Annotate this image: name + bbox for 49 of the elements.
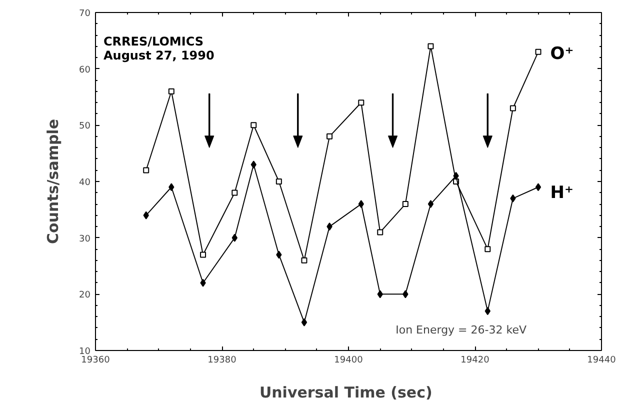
point [326, 133, 333, 140]
x-tick-label: 19360 [81, 356, 110, 366]
y-tick-label: 30 [79, 234, 91, 244]
y-tick-label: 50 [79, 122, 91, 132]
point [168, 88, 174, 94]
point [276, 250, 282, 259]
point [143, 211, 149, 220]
point [326, 222, 332, 231]
point [535, 183, 542, 192]
point [428, 43, 434, 50]
point [301, 318, 308, 326]
y-tick-label: 40 [79, 178, 91, 188]
y-tick-label: 70 [79, 9, 91, 19]
y-axis-title: Counts/sample [44, 119, 62, 244]
point [250, 160, 256, 169]
x-tick-label: 19400 [334, 356, 364, 366]
y-tick-label: 60 [79, 65, 91, 76]
point [250, 122, 257, 128]
point [453, 172, 459, 180]
legend-label: H⁺ [550, 183, 574, 204]
x-tick-label: 19420 [460, 356, 490, 366]
y-tick-label: 20 [79, 290, 91, 301]
point [402, 290, 408, 298]
point [168, 183, 174, 192]
point [358, 100, 364, 106]
x-axis-title: Universal Time (sec) [259, 384, 432, 402]
point [301, 257, 308, 264]
point [402, 201, 408, 208]
annotation: Ion Energy = 26-32 keV [396, 324, 527, 336]
legend-label: O⁺ [550, 44, 574, 64]
y-tick-label: 10 [79, 347, 91, 357]
point [276, 178, 282, 184]
x-tick-label: 19380 [208, 356, 237, 366]
point [358, 200, 364, 208]
point [484, 246, 491, 252]
point [510, 194, 516, 202]
point [535, 48, 542, 55]
point [510, 105, 516, 112]
point [377, 229, 384, 236]
point [484, 307, 490, 316]
point [428, 200, 434, 208]
x-tick-label: 19440 [587, 356, 616, 366]
point [200, 252, 206, 258]
text: CRRES/LOMICS August 27, 1990 [104, 34, 214, 62]
point [377, 290, 383, 298]
point [200, 278, 206, 287]
point [143, 167, 150, 174]
point [232, 190, 238, 196]
point [232, 234, 238, 242]
